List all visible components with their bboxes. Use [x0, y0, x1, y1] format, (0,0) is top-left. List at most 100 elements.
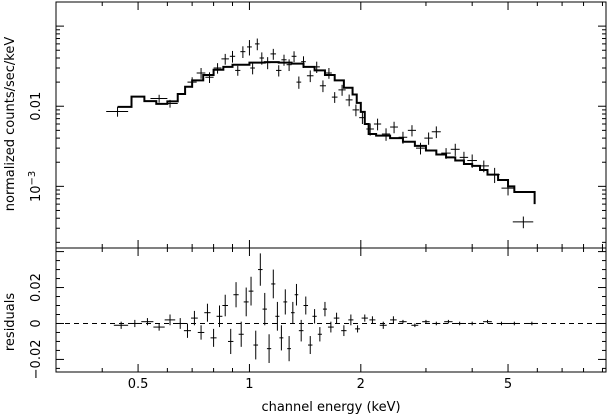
residual-point [390, 316, 397, 324]
residual-point [509, 321, 519, 326]
residual-point [227, 328, 234, 355]
data-point [286, 59, 292, 72]
residual-point [468, 321, 477, 326]
data-point [407, 125, 417, 137]
data-point [338, 84, 346, 96]
data-point [150, 94, 168, 103]
residual-point [271, 269, 276, 299]
data-point [259, 52, 265, 65]
residual-point [333, 312, 340, 324]
spectrum-panel: 10−3 0.01 [27, 1, 607, 249]
residual-point [303, 296, 309, 315]
residual-point [238, 321, 244, 347]
residual-point [317, 327, 322, 342]
residual-point [496, 321, 507, 326]
x-tick-label: 5 [504, 377, 512, 392]
data-point [161, 99, 178, 108]
residual-point [197, 325, 205, 340]
residual-point [432, 321, 441, 326]
data-point [398, 131, 408, 144]
y-tick-label: −0.02 [29, 339, 44, 379]
residual-point [422, 319, 430, 324]
data-point [247, 40, 252, 56]
residual-point [164, 314, 176, 326]
residual-point [526, 321, 538, 326]
data-point [416, 142, 425, 155]
data-point [250, 62, 255, 75]
data-point [205, 72, 214, 83]
residual-point [243, 287, 249, 317]
residual-point [233, 282, 239, 308]
data-point [306, 70, 314, 83]
data-point [512, 216, 534, 229]
residual-point [204, 303, 211, 322]
data-point [291, 51, 297, 63]
top-y-axis-label: normalized counts/sec/keV [3, 37, 18, 212]
data-point [331, 92, 338, 103]
residual-point [341, 325, 347, 337]
data-point [213, 63, 222, 74]
data-point [187, 77, 197, 88]
data-point [229, 50, 236, 63]
residual-point [190, 310, 198, 326]
data-point [276, 65, 282, 77]
residuals-panel: 0.5 1 2 5 −0.02 0 0.02 [29, 247, 607, 392]
data-point [221, 53, 229, 65]
data-point [235, 65, 241, 76]
residual-point [183, 323, 191, 338]
residual-point [275, 301, 280, 331]
bottom-y-axis-label: residuals [3, 293, 18, 352]
data-point [296, 76, 302, 89]
residual-point [411, 323, 419, 328]
x-tick-label: 0.5 [128, 377, 149, 392]
y-tick-label: 0.02 [29, 273, 44, 302]
y-tick-label: 0.01 [29, 92, 44, 121]
residual-point [153, 323, 165, 331]
residual-point [369, 316, 376, 324]
residual-point [361, 314, 368, 322]
x-axis-label: channel energy (keV) [261, 400, 400, 414]
data-point [459, 151, 469, 165]
residual-point [283, 289, 288, 315]
residual-point [113, 321, 129, 329]
residual-point [222, 294, 228, 317]
residual-point [279, 325, 284, 351]
residual-point [290, 301, 295, 324]
plot-frame [55, 1, 607, 249]
residual-point [258, 253, 263, 286]
data-point [319, 80, 326, 93]
residual-point [399, 319, 407, 324]
data-point [352, 104, 360, 117]
data-point [501, 182, 515, 196]
data-point [345, 94, 353, 107]
x-tick-label: 2 [357, 377, 365, 392]
data-point [381, 128, 391, 141]
data-point [467, 154, 477, 168]
plot-frame [55, 247, 607, 373]
x-tick-label: 1 [245, 377, 253, 392]
data-point [424, 132, 433, 145]
y-tick-label: 0 [29, 319, 44, 327]
residual-point [287, 336, 291, 362]
residual-point [322, 301, 327, 317]
data-point [264, 57, 271, 70]
data-point [196, 68, 206, 79]
data-point [478, 160, 489, 173]
residual-point [444, 319, 453, 324]
data-point [450, 143, 460, 156]
y-tick-label: 10−3 [27, 171, 44, 202]
data-point [106, 106, 129, 117]
residual-point [266, 334, 272, 364]
residual-point [253, 330, 259, 360]
data-point [431, 126, 441, 139]
residual-point [294, 283, 299, 306]
residual-point [327, 321, 334, 333]
residual-point [298, 319, 304, 342]
data-point [301, 56, 306, 69]
residual-point [355, 325, 361, 333]
residual-point [455, 321, 464, 326]
residual-point [128, 319, 142, 328]
data-point [366, 123, 374, 136]
data-point [254, 38, 260, 51]
